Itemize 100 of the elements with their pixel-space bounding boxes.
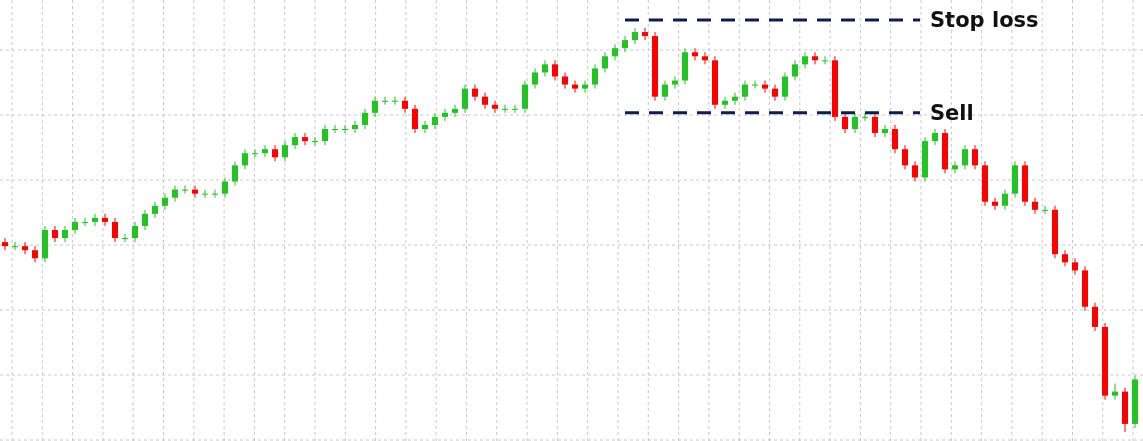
candlestick (132, 221, 138, 243)
candlestick (1002, 189, 1008, 211)
candlestick (962, 144, 968, 170)
candlestick (772, 84, 778, 102)
candlestick (242, 148, 248, 170)
candlestick (512, 104, 518, 114)
candlestick (282, 140, 288, 162)
candlestick (82, 217, 88, 227)
candlestick (382, 96, 388, 106)
candlestick (192, 185, 198, 199)
candlestick (582, 80, 588, 94)
candlestick (52, 225, 58, 243)
candlestick (92, 213, 98, 227)
candlestick (142, 209, 148, 231)
candlestick (262, 144, 268, 158)
candlestick (872, 112, 878, 138)
candlestick (692, 47, 698, 61)
candlestick (602, 51, 608, 73)
candlestick (202, 189, 208, 199)
candlestick (162, 193, 168, 211)
candlestick (402, 96, 408, 114)
candlestick (632, 27, 638, 45)
candlestick (542, 59, 548, 77)
candlestick (442, 108, 448, 122)
candlestick (592, 63, 598, 90)
candlestick (312, 136, 318, 146)
candlestick (552, 59, 558, 82)
candlestick (2, 237, 8, 251)
candlestick (272, 144, 278, 162)
candlestick (1032, 197, 1038, 215)
candlestick (852, 112, 858, 134)
candlestick (882, 124, 888, 138)
candlestick (22, 241, 28, 255)
candlestick (752, 80, 758, 90)
candlestick (622, 35, 628, 53)
candlestick (762, 80, 768, 94)
candlestick (792, 59, 798, 82)
candlestick (662, 80, 668, 102)
candlestick (122, 233, 128, 243)
candlestick (322, 124, 328, 146)
candlestick (102, 213, 108, 227)
candlestick (222, 176, 228, 199)
candlestick (152, 201, 158, 219)
candlestick (932, 128, 938, 146)
candlestick (972, 144, 978, 170)
candlestick (782, 71, 788, 102)
candlestick (842, 112, 848, 134)
candlestick (492, 100, 498, 114)
candlestick (702, 51, 708, 65)
candlestick (822, 55, 828, 65)
candlestick (912, 160, 918, 183)
candlestick (812, 51, 818, 65)
candlestick (232, 160, 238, 187)
candlestick (532, 67, 538, 90)
candlestick (1062, 249, 1068, 267)
candlestick (452, 104, 458, 118)
candlestick (432, 112, 438, 130)
candlestick (72, 217, 78, 235)
candlestick (992, 197, 998, 211)
candlestick (32, 245, 38, 263)
candlestick (342, 124, 348, 134)
candlestick (572, 80, 578, 94)
candlestick (1072, 257, 1078, 275)
candlestick (462, 84, 468, 114)
candlestick (892, 124, 898, 154)
candlestick (372, 96, 378, 118)
candlestick (182, 185, 188, 195)
candlestick (862, 112, 868, 122)
candlestick (422, 120, 428, 134)
candlestick (392, 96, 398, 106)
candlestick (642, 27, 648, 41)
candlestick (502, 104, 508, 114)
ref-line-label: Stop loss (930, 8, 1039, 33)
candlestick (212, 189, 218, 199)
candlestick (672, 75, 678, 90)
candlestick (802, 51, 808, 69)
candlestick (1042, 205, 1048, 215)
candlestick (292, 132, 298, 150)
candlestick (112, 217, 118, 243)
candlestick (12, 241, 18, 251)
candlestick (62, 225, 68, 243)
candlestick (332, 124, 338, 134)
candlestick (252, 148, 258, 158)
candlestick (362, 108, 368, 130)
candlestick (472, 84, 478, 102)
candlestick (732, 92, 738, 106)
candlestick (562, 71, 568, 90)
candlestick (952, 160, 958, 174)
candlestick (352, 120, 358, 134)
candlestick (722, 96, 728, 110)
candlestick (902, 144, 908, 170)
ref-line-label: Sell (930, 101, 974, 126)
candlestick (482, 92, 488, 110)
candlestick (172, 185, 178, 203)
candlestick (302, 132, 308, 146)
candlestick (612, 43, 618, 61)
candlestick (1092, 302, 1098, 332)
candlestick (1112, 383, 1118, 401)
candlestick (412, 104, 418, 134)
candlestick (742, 80, 748, 102)
